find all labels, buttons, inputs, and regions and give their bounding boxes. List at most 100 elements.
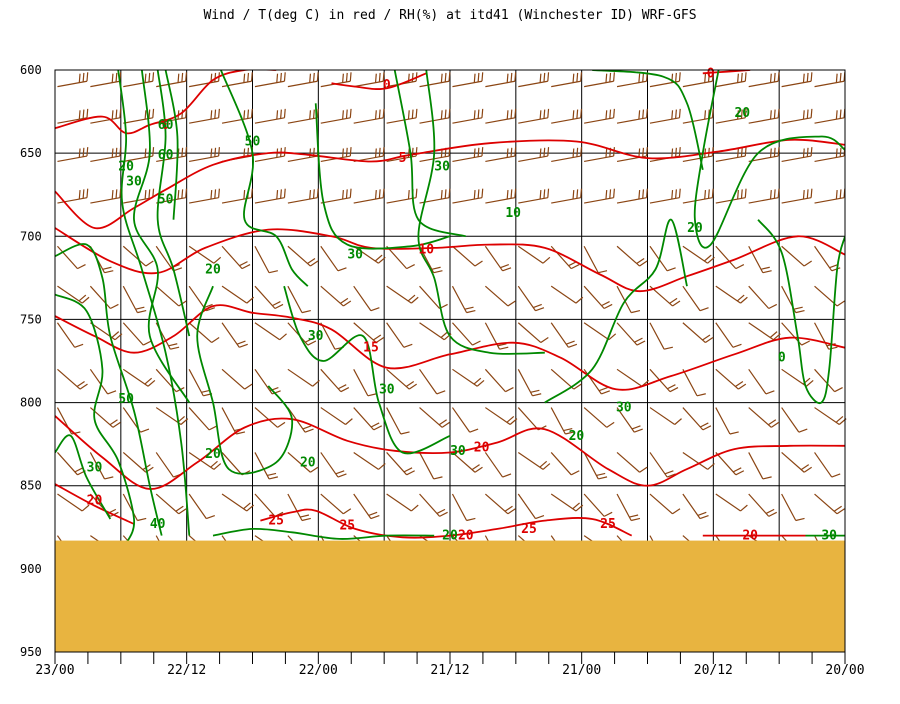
y-tick-label: 700	[20, 229, 42, 243]
wind-barb-flag	[243, 190, 246, 200]
wind-barb-flag	[78, 110, 81, 120]
wind-barb-flag	[603, 511, 613, 517]
wind-barb-flag	[839, 189, 842, 199]
temperature-label: 20	[742, 529, 758, 544]
y-tick-label: 850	[20, 479, 42, 493]
wind-barb-staff	[485, 407, 511, 425]
wind-barb-flag	[609, 189, 612, 199]
temperature-label: 15	[363, 341, 379, 356]
wind-barb-flag	[773, 147, 776, 157]
wind-barb-flag	[267, 472, 277, 477]
wind-barb-flag	[735, 470, 745, 476]
wind-barb-flag	[543, 109, 546, 119]
wind-barb-flag	[144, 190, 147, 200]
wind-barb-flag	[115, 189, 118, 199]
wind-barb-flag	[337, 473, 347, 478]
wind-barb-flag	[765, 508, 775, 514]
wind-barb-flag	[645, 147, 648, 157]
wind-barb-flag	[539, 190, 542, 200]
wind-barb-staff	[616, 80, 647, 88]
wind-barb-flag	[76, 381, 85, 388]
wind-barb-staff	[156, 197, 186, 204]
wind-barb-staff	[122, 245, 147, 267]
wind-barb-flag	[810, 108, 813, 118]
wind-barb-flag	[411, 109, 414, 119]
wind-barb-flag	[309, 110, 312, 120]
wind-barb-flag	[634, 428, 643, 433]
temperature-contour	[260, 508, 633, 539]
wind-barb-flag	[110, 303, 119, 310]
wind-barb-flag	[777, 72, 780, 82]
wind-barb-flag	[448, 108, 451, 118]
wind-barb-flag	[572, 502, 580, 510]
wind-barb-flag	[239, 261, 248, 267]
rh-label: 30	[347, 248, 363, 263]
wind-barb-flag	[540, 337, 549, 344]
wind-barb-staff	[748, 493, 770, 517]
wind-barb-flag	[440, 73, 443, 83]
wind-barb-flag	[580, 188, 583, 198]
wind-barb-flag	[201, 389, 211, 393]
wind-barb-flag	[678, 108, 681, 118]
wind-barb-flag	[148, 109, 151, 119]
wind-barb-staff	[682, 117, 713, 124]
wind-barb-flag	[732, 467, 742, 473]
wind-barb-flag	[798, 428, 808, 433]
wind-barb-flag	[301, 310, 311, 314]
wind-barb-staff	[551, 155, 581, 163]
wind-barb-flag	[471, 464, 480, 471]
wind-barb-flag	[481, 72, 484, 82]
rh-label: 30	[616, 401, 632, 416]
temperature-label: 20	[458, 529, 474, 544]
wind-barb-staff	[715, 493, 741, 512]
wind-barb-flag	[580, 72, 583, 82]
wind-barb-staff	[353, 407, 375, 431]
wind-barb-flag	[835, 73, 838, 83]
wind-barb-staff	[682, 285, 701, 312]
wind-barb-flag	[598, 476, 608, 480]
wind-barb-staff	[386, 368, 410, 390]
wind-barb-staff	[715, 80, 746, 88]
wind-barb-flag	[144, 148, 147, 158]
wind-barb-flag	[239, 343, 248, 348]
wind-barb-staff	[57, 155, 88, 163]
wind-barb-flag	[773, 109, 776, 119]
wind-barb-staff	[122, 493, 138, 521]
wind-barb-flag	[598, 387, 608, 392]
wind-barb-flag	[378, 189, 381, 199]
wind-barb-flag	[283, 147, 286, 157]
wind-barb-flag	[378, 256, 386, 264]
wind-barb-flag	[740, 296, 748, 304]
wind-barb-staff	[682, 245, 708, 264]
wind-barb-flag	[406, 470, 415, 476]
wind-barb-staff	[56, 322, 76, 348]
x-tick-label: 21/12	[430, 663, 469, 678]
wind-barb-staff	[814, 368, 836, 393]
wind-barb-flag	[82, 72, 85, 83]
wind-barb-flag	[744, 72, 747, 82]
wind-barb-flag	[407, 294, 416, 302]
wind-barb-flag	[109, 419, 118, 426]
wind-barb-flag	[247, 109, 250, 119]
wind-barb-staff	[584, 80, 614, 88]
wind-barb-flag	[576, 109, 579, 119]
wind-barb-flag	[576, 72, 579, 83]
wind-barb-staff	[254, 452, 270, 480]
wind-barb-flag	[835, 148, 838, 158]
wind-barb-staff	[155, 452, 174, 478]
temperature-label: 25	[600, 517, 616, 532]
wind-barb-staff	[518, 155, 548, 163]
wind-barb-flag	[181, 147, 184, 157]
wind-barb-staff	[353, 80, 384, 88]
wind-barb-staff	[89, 452, 106, 480]
rh-label: 20	[205, 263, 221, 278]
wind-barb-staff	[616, 117, 647, 124]
wind-barb-flag	[835, 415, 844, 423]
wind-barb-staff	[353, 285, 372, 312]
wind-barb-staff	[353, 493, 372, 519]
wind-barb-staff	[518, 80, 548, 88]
wind-barb-flag	[535, 514, 545, 520]
wind-barb-staff	[583, 245, 599, 274]
rh-contour	[164, 70, 179, 220]
